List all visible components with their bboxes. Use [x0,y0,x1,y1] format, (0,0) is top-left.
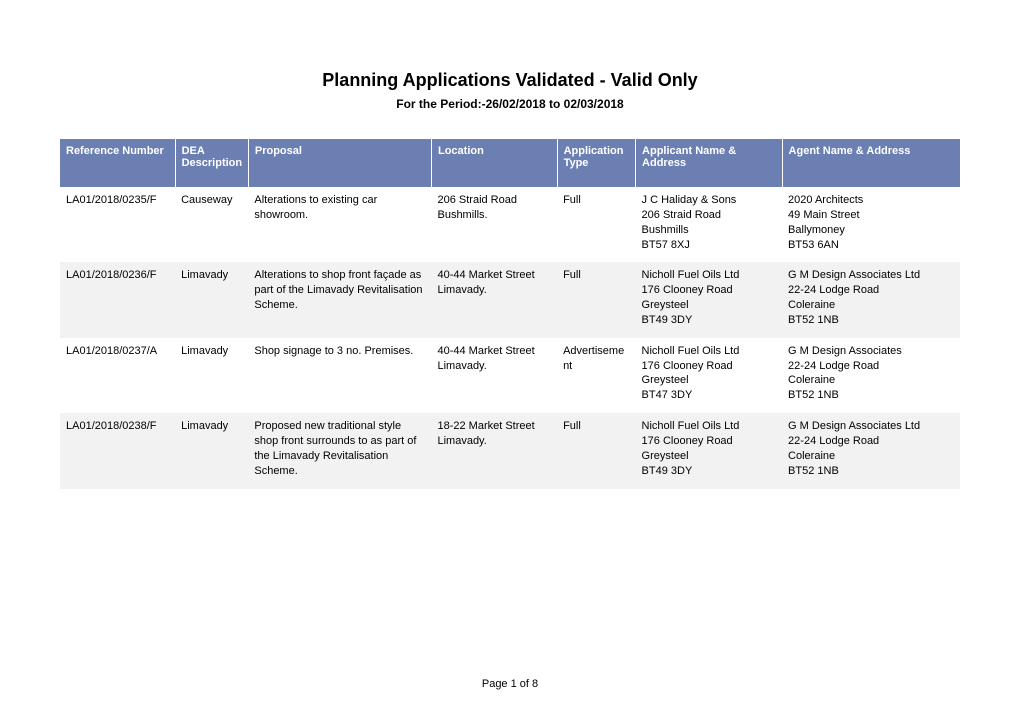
cell-agent-line: G M Design Associates Ltd [788,419,954,434]
cell-agent-line: BT52 1NB [788,313,954,328]
cell-applicant: Nicholl Fuel Oils Ltd176 Clooney RoadGre… [636,413,783,488]
cell-agent-line: 49 Main Street [788,208,954,223]
cell-applicant: Nicholl Fuel Oils Ltd176 Clooney RoadGre… [636,262,783,337]
cell-proposal: Proposed new traditional style shop fron… [248,413,431,488]
cell-dea: Limavady [175,338,248,413]
table-row: LA01/2018/0235/FCausewayAlterations to e… [60,187,960,262]
table-row: LA01/2018/0238/FLimavadyProposed new tra… [60,413,960,488]
cell-applicant-line: 206 Straid Road [642,208,777,223]
cell-agent-line: 22-24 Lodge Road [788,283,954,298]
page-container: Planning Applications Validated - Valid … [0,0,1020,720]
cell-agent-line: 22-24 Lodge Road [788,359,954,374]
cell-agent-line: G M Design Associates [788,344,954,359]
cell-applicant-line: Greysteel [642,373,777,388]
cell-applicant-line: Greysteel [642,298,777,313]
cell-agent: G M Design Associates22-24 Lodge RoadCol… [782,338,960,413]
cell-type: Full [557,262,635,337]
col-header-reference: Reference Number [60,139,175,187]
cell-agent-line: Coleraine [788,449,954,464]
cell-reference: LA01/2018/0237/A [60,338,175,413]
col-header-agent: Agent Name & Address [782,139,960,187]
cell-location: 40-44 Market Street Limavady. [431,262,557,337]
cell-applicant-line: Nicholl Fuel Oils Ltd [642,268,777,283]
cell-reference: LA01/2018/0235/F [60,187,175,262]
col-header-dea: DEA Description [175,139,248,187]
cell-proposal: Alterations to shop front façade as part… [248,262,431,337]
cell-applicant-line: BT47 3DY [642,388,777,403]
cell-applicant-line: 176 Clooney Road [642,359,777,374]
col-header-applicant: Applicant Name & Address [636,139,783,187]
cell-reference: LA01/2018/0238/F [60,413,175,488]
page-subtitle: For the Period:-26/02/2018 to 02/03/2018 [60,97,960,111]
table-header: Reference Number DEA Description Proposa… [60,139,960,187]
cell-dea: Limavady [175,262,248,337]
cell-reference: LA01/2018/0236/F [60,262,175,337]
cell-agent-line: Ballymoney [788,223,954,238]
table-row: LA01/2018/0236/FLimavadyAlterations to s… [60,262,960,337]
cell-agent-line: 22-24 Lodge Road [788,434,954,449]
cell-applicant-line: Greysteel [642,449,777,464]
cell-type: Full [557,187,635,262]
cell-type: Advertisement [557,338,635,413]
cell-location: 206 Straid Road Bushmills. [431,187,557,262]
cell-location: 18-22 Market Street Limavady. [431,413,557,488]
cell-applicant-line: J C Haliday & Sons [642,193,777,208]
page-footer: Page 1 of 8 [0,678,1020,690]
cell-agent-line: BT53 6AN [788,238,954,253]
cell-agent-line: Coleraine [788,298,954,313]
cell-agent: G M Design Associates Ltd22-24 Lodge Roa… [782,262,960,337]
cell-agent-line: BT52 1NB [788,464,954,479]
cell-dea: Limavady [175,413,248,488]
cell-applicant-line: BT57 8XJ [642,238,777,253]
cell-applicant-line: BT49 3DY [642,313,777,328]
cell-agent-line: Coleraine [788,373,954,388]
cell-applicant-line: Nicholl Fuel Oils Ltd [642,344,777,359]
cell-type: Full [557,413,635,488]
page-title: Planning Applications Validated - Valid … [60,70,960,91]
cell-applicant: Nicholl Fuel Oils Ltd176 Clooney RoadGre… [636,338,783,413]
cell-proposal: Alterations to existing car showroom. [248,187,431,262]
cell-agent-line: G M Design Associates Ltd [788,268,954,283]
col-header-type: Application Type [557,139,635,187]
cell-location: 40-44 Market Street Limavady. [431,338,557,413]
cell-applicant-line: BT49 3DY [642,464,777,479]
cell-agent-line: 2020 Architects [788,193,954,208]
col-header-location: Location [431,139,557,187]
cell-proposal: Shop signage to 3 no. Premises. [248,338,431,413]
cell-applicant-line: 176 Clooney Road [642,283,777,298]
cell-agent-line: BT52 1NB [788,388,954,403]
cell-agent: 2020 Architects49 Main StreetBallymoneyB… [782,187,960,262]
table-row: LA01/2018/0237/ALimavadyShop signage to … [60,338,960,413]
cell-applicant-line: 176 Clooney Road [642,434,777,449]
cell-dea: Causeway [175,187,248,262]
cell-agent: G M Design Associates Ltd22-24 Lodge Roa… [782,413,960,488]
cell-applicant: J C Haliday & Sons206 Straid RoadBushmil… [636,187,783,262]
applications-table: Reference Number DEA Description Proposa… [60,139,960,489]
cell-applicant-line: Bushmills [642,223,777,238]
table-body: LA01/2018/0235/FCausewayAlterations to e… [60,187,960,489]
cell-applicant-line: Nicholl Fuel Oils Ltd [642,419,777,434]
col-header-proposal: Proposal [248,139,431,187]
